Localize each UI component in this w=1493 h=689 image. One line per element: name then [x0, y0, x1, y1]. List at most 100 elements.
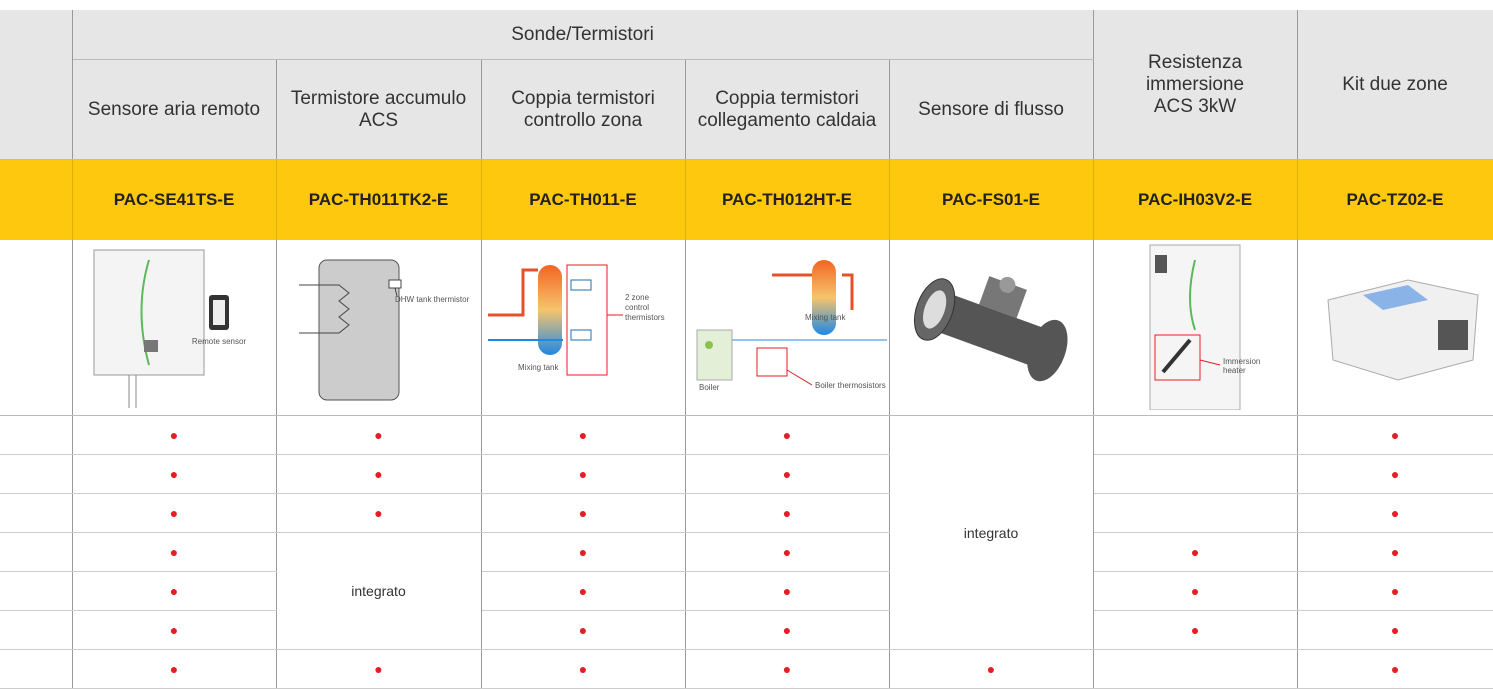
shape [213, 300, 225, 325]
availability-dot: ● [276, 415, 482, 455]
merged-note: integrato [276, 532, 482, 650]
availability-dot: ● [481, 571, 686, 611]
image-label: DHW tank thermistor [395, 295, 470, 304]
row-label-cell [0, 610, 73, 650]
availability-dot: ● [1297, 649, 1493, 689]
availability-dot: ● [1297, 493, 1493, 533]
data-row: ● ● ● ● ● [0, 493, 1493, 533]
image-cell: 2 zone control thermistors Mixing tank [481, 240, 686, 416]
availability-dot: ● [1297, 532, 1493, 572]
shape [566, 264, 608, 376]
image-label: 2 zone [625, 293, 650, 302]
empty-cell [1093, 454, 1298, 494]
table-wrap: Sonde/Termistori Resistenza immersione AC… [0, 10, 1493, 689]
product-code: PAC-TH011-E [481, 159, 686, 240]
column-header: Termistore accumulo ACS [276, 59, 482, 160]
availability-dot: ● [1093, 532, 1298, 572]
shape [772, 273, 854, 310]
data-row: ● ● ● ● ● [0, 610, 1493, 650]
availability-dot: ● [72, 415, 277, 455]
shape [1199, 359, 1221, 366]
data-row: ● ● ● ● integrato ● [0, 415, 1493, 650]
product-image: DHW tank thermistor [298, 259, 470, 401]
shape [1327, 279, 1479, 381]
availability-dot: ● [685, 454, 890, 494]
shape [786, 369, 813, 386]
shape [1437, 320, 1468, 350]
shape [923, 290, 947, 329]
availability-dot: ● [72, 532, 277, 572]
image-cell: Immersion heater [1093, 240, 1298, 416]
availability-dot: ● [481, 532, 686, 572]
column-header: Sensore di flusso [889, 59, 1094, 160]
row-label-cell [0, 532, 73, 572]
product-code: PAC-SE41TS-E [72, 159, 277, 240]
availability-dot: ● [276, 454, 482, 494]
availability-dot: ● [685, 493, 890, 533]
image-label: Mixing tank [518, 363, 559, 372]
image-cell [1297, 240, 1493, 416]
product-image [913, 276, 1068, 382]
column-header: Kit due zone [1297, 10, 1493, 160]
availability-dot: ● [1093, 571, 1298, 611]
comparison-table: Sonde/Termistori Resistenza immersione AC… [0, 10, 1493, 689]
shape [570, 279, 592, 291]
shape [913, 276, 1068, 382]
shape [570, 329, 592, 341]
image-label: Boiler thermosistors [815, 381, 886, 390]
availability-dot: ● [481, 649, 686, 689]
image-cell: Mixing tank Boiler Boiler thermosistors [685, 240, 890, 416]
availability-dot: ● [685, 571, 890, 611]
column-header: Coppia termistori collegamento caldaia [685, 59, 890, 160]
availability-dot: ● [72, 571, 277, 611]
data-row: ● ● ● ● ● [0, 454, 1493, 494]
availability-dot: ● [1297, 415, 1493, 455]
availability-dot: ● [72, 649, 277, 689]
header-row: Sonde/Termistori Resistenza immersione AC… [0, 10, 1493, 160]
availability-dot: ● [685, 610, 890, 650]
product-code: PAC-TH012HT-E [685, 159, 890, 240]
data-row: ● integrato ● ● ● ● [0, 532, 1493, 650]
data-row: ● ● ● ● ● ● [0, 649, 1493, 689]
row-label-cell [0, 454, 73, 494]
group-header: Sonde/Termistori [72, 10, 1094, 60]
empty-cell [1093, 649, 1298, 689]
availability-dot: ● [685, 649, 890, 689]
availability-dot: ● [685, 415, 890, 455]
shape [394, 287, 397, 297]
shape [696, 329, 733, 381]
availability-dot: ● [72, 454, 277, 494]
availability-dot: ● [1297, 454, 1493, 494]
shape [93, 249, 205, 376]
code-row: PAC-SE41TS-E PAC-TH011TK2-E PAC-TH011-E PAC… [0, 159, 1493, 240]
column-header: Resistenza immersione ACS 3kW [1093, 10, 1298, 160]
availability-dot: ● [72, 493, 277, 533]
shape [538, 265, 562, 355]
image-cell: Remote sensor [72, 240, 277, 416]
product-code: PAC-FS01-E [889, 159, 1094, 240]
product-image: Remote sensor [93, 249, 247, 408]
shape [488, 268, 538, 317]
header-row: Sensore aria remoto Termistore accumulo A… [0, 59, 1493, 160]
product-code: PAC-TH011TK2-E [276, 159, 482, 240]
row-label-cell [0, 415, 73, 455]
availability-dot: ● [1297, 571, 1493, 611]
availability-dot: ● [481, 454, 686, 494]
shape [927, 290, 1055, 370]
merged-note: integrato [889, 415, 1094, 650]
shape [705, 341, 713, 349]
image-label: Remote sensor [192, 337, 247, 346]
availability-dot: ● [72, 610, 277, 650]
shape [1155, 255, 1168, 273]
row-label-cell [0, 571, 73, 611]
product-code: PAC-TZ02-E [1297, 159, 1493, 240]
shape [812, 260, 836, 335]
empty-cell [1093, 415, 1298, 455]
column-header: Coppia termistori controllo zona [481, 59, 686, 160]
shape [318, 259, 399, 401]
image-cell [0, 240, 73, 416]
shape [298, 284, 350, 334]
availability-dot: ● [276, 493, 482, 533]
